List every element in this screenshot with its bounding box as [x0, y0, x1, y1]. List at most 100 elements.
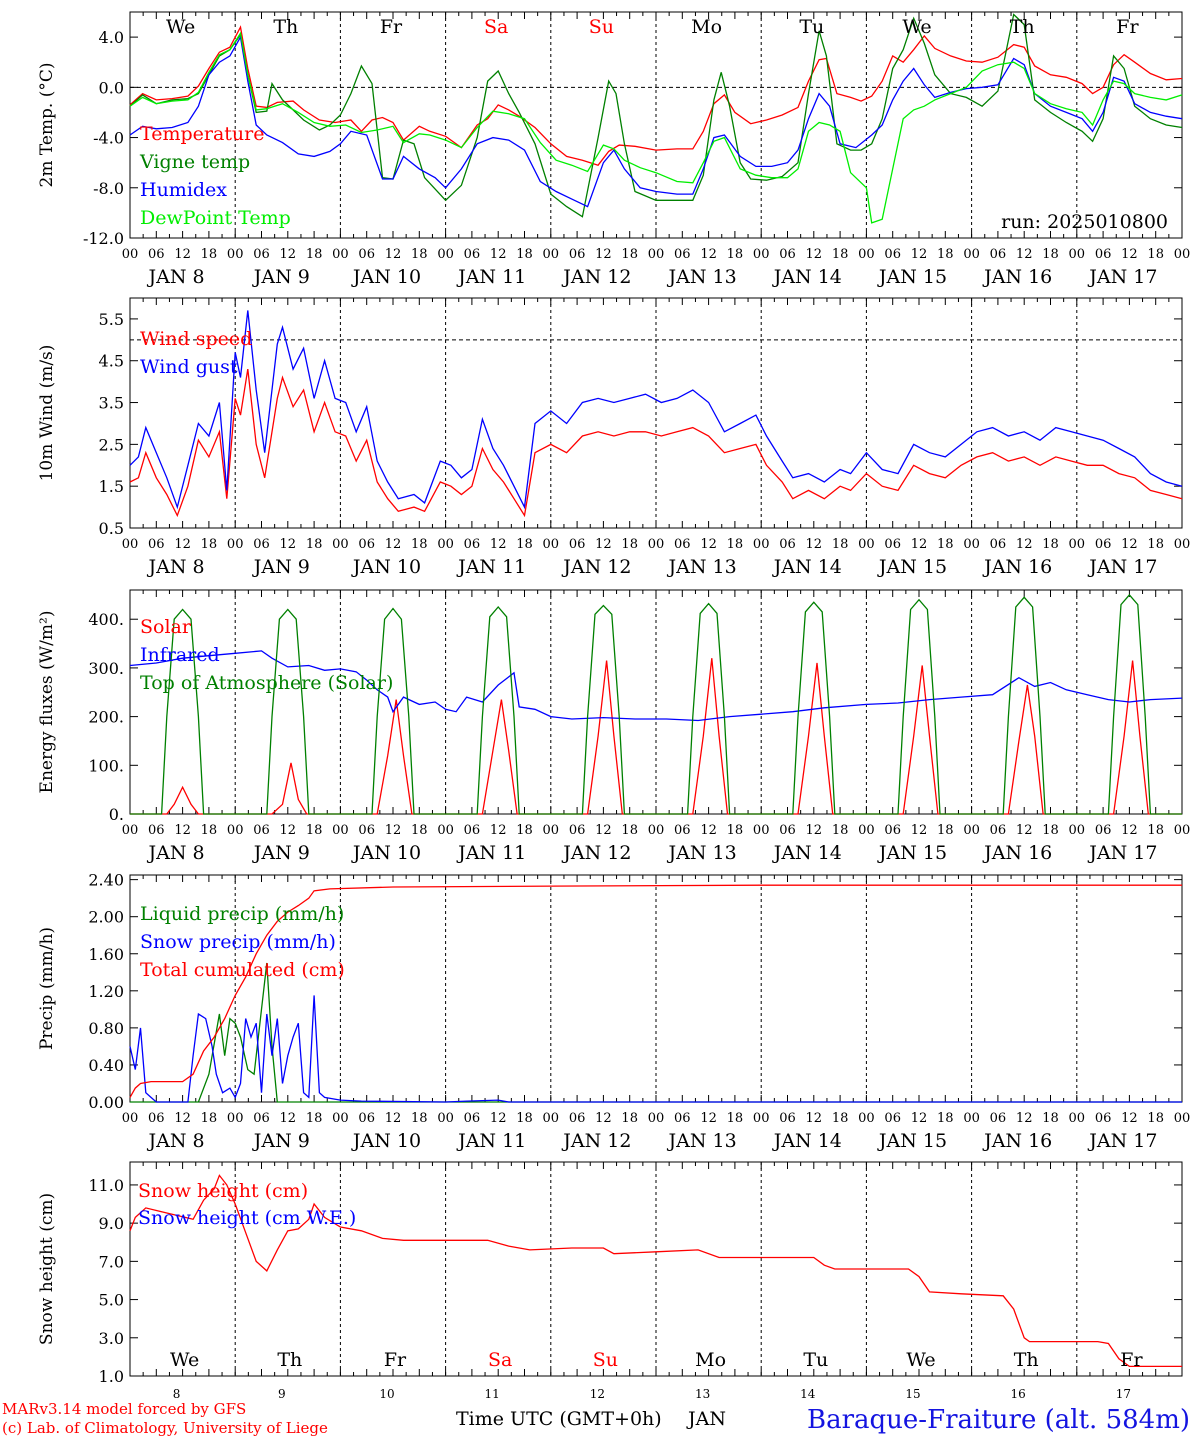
hour-tick-label: 12: [806, 1111, 823, 1126]
y-tick-label: 100.: [88, 756, 124, 775]
hour-tick-label: 18: [937, 537, 954, 552]
hour-tick-label: 06: [884, 537, 901, 552]
date-label: JAN 17: [1087, 266, 1157, 288]
bottom-day-number: 17: [1116, 1387, 1131, 1401]
hour-tick-label: 00: [122, 823, 139, 838]
date-label: JAN 14: [772, 842, 842, 864]
hour-tick-label: 06: [884, 1111, 901, 1126]
hour-tick-label: 12: [280, 823, 297, 838]
hour-tick-label: 12: [700, 1111, 717, 1126]
hour-tick-label: 00: [1069, 823, 1086, 838]
y-tick-label: 9.0: [99, 1214, 124, 1233]
hour-tick-label: 18: [1042, 1111, 1059, 1126]
y-tick-label: 1.0: [99, 1367, 124, 1386]
series-line-liquid-precip-mm-h-: [130, 962, 1182, 1103]
date-label: JAN 15: [877, 266, 947, 288]
date-label: JAN 17: [1087, 1130, 1157, 1152]
hour-tick-label: 06: [464, 247, 481, 262]
hour-tick-label: 00: [1069, 247, 1086, 262]
hour-tick-label: 18: [621, 823, 638, 838]
hour-tick-label: 00: [1174, 537, 1191, 552]
date-label: JAN 9: [252, 556, 310, 578]
hour-tick-label: 18: [1147, 1111, 1164, 1126]
day-label-bottom: Th: [1014, 1349, 1039, 1371]
hour-tick-label: 18: [1042, 537, 1059, 552]
legend-entry: Snow precip (mm/h): [140, 931, 336, 953]
date-label: JAN 13: [667, 1130, 737, 1152]
hour-tick-label: 06: [1095, 247, 1112, 262]
hour-tick-label: 00: [332, 1111, 349, 1126]
date-label: JAN 12: [561, 842, 631, 864]
hour-tick-label: 18: [621, 247, 638, 262]
hour-tick-label: 00: [543, 247, 560, 262]
hour-tick-label: 12: [595, 823, 612, 838]
series-line-snow-height-cm-: [129, 1174, 1182, 1368]
hour-tick-label: 18: [937, 247, 954, 262]
date-label: JAN 11: [456, 556, 526, 578]
date-label: JAN 10: [351, 266, 421, 288]
legend-entry: Snow height (cm): [138, 1180, 308, 1202]
y-tick-label: 7.0: [99, 1252, 124, 1271]
hour-tick-label: 18: [1147, 537, 1164, 552]
day-label-bottom: Sa: [488, 1349, 512, 1371]
date-label: JAN 12: [561, 266, 631, 288]
date-label: JAN 11: [456, 266, 526, 288]
date-label: JAN 14: [772, 266, 842, 288]
y-tick-label: 1.20: [88, 982, 124, 1001]
hour-tick-label: 06: [674, 247, 691, 262]
y-tick-label: 0.5: [99, 519, 124, 538]
y-tick-label: 2.00: [88, 908, 124, 927]
bottom-day-number: 9: [278, 1387, 286, 1401]
day-label-top: Tu: [799, 16, 824, 38]
hour-tick-label: 06: [1095, 537, 1112, 552]
hour-tick-label: 00: [122, 537, 139, 552]
hour-tick-label: 12: [490, 537, 507, 552]
hour-tick-label: 18: [727, 823, 744, 838]
hour-tick-label: 00: [543, 537, 560, 552]
series-line-wind-speed: [129, 368, 1183, 518]
hour-tick-label: 06: [358, 1111, 375, 1126]
bottom-day-number: 11: [485, 1387, 500, 1401]
hour-tick-label: 00: [858, 537, 875, 552]
hour-tick-label: 06: [990, 1111, 1007, 1126]
hour-tick-label: 00: [753, 247, 770, 262]
hour-tick-label: 00: [1069, 537, 1086, 552]
hour-tick-label: 18: [832, 1111, 849, 1126]
hour-tick-label: 12: [385, 247, 402, 262]
bottom-day-number: 12: [590, 1387, 605, 1401]
day-label-bottom: Tu: [803, 1349, 828, 1371]
date-label: JAN 11: [456, 1130, 526, 1152]
hour-tick-label: 06: [464, 537, 481, 552]
hour-tick-label: 12: [385, 537, 402, 552]
day-label-bottom: We: [170, 1349, 199, 1371]
y-tick-label: 4.0: [99, 28, 124, 47]
hour-tick-label: 00: [543, 823, 560, 838]
hour-tick-label: 06: [253, 823, 270, 838]
hour-tick-label: 12: [280, 247, 297, 262]
legend-entry: Infrared: [140, 644, 220, 666]
y-tick-label: -12.0: [83, 229, 124, 248]
hour-tick-label: 12: [911, 823, 928, 838]
y-tick-label: -8.0: [93, 179, 124, 198]
day-label-top: Sa: [484, 16, 508, 38]
hour-tick-label: 12: [1121, 537, 1138, 552]
hour-tick-label: 00: [858, 1111, 875, 1126]
series-line-top-of-atmosphere-solar-: [130, 593, 1182, 815]
hour-tick-label: 12: [911, 247, 928, 262]
hour-tick-label: 00: [332, 247, 349, 262]
hour-tick-label: 06: [1095, 823, 1112, 838]
hour-tick-label: 18: [516, 247, 533, 262]
hour-tick-label: 00: [648, 537, 665, 552]
hour-tick-label: 18: [201, 823, 218, 838]
legend-entry: Temperature: [140, 123, 264, 145]
date-label: JAN 14: [772, 556, 842, 578]
date-label: JAN 12: [561, 1130, 631, 1152]
hour-tick-label: 18: [516, 1111, 533, 1126]
legend-entry: Vigne temp: [139, 151, 250, 173]
hour-tick-label: 18: [411, 537, 428, 552]
credit-line-2: (c) Lab. of Climatology, University of L…: [2, 1419, 328, 1437]
date-label: JAN 8: [147, 842, 205, 864]
y-tick-label: 0.80: [88, 1019, 124, 1038]
hour-tick-label: 18: [201, 1111, 218, 1126]
